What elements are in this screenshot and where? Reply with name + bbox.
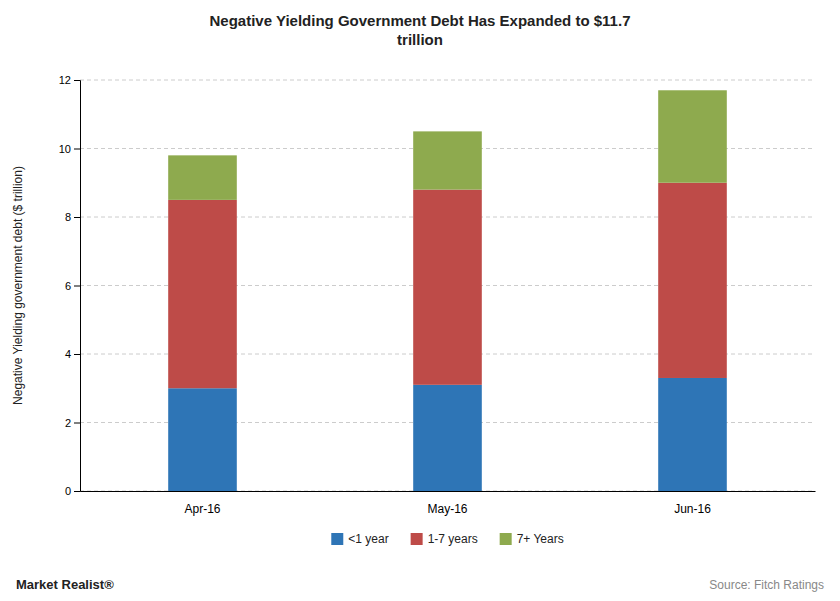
annotation: Market Realist® (16, 577, 114, 592)
chart: Negative Yielding Government Debt Has Ex… (0, 0, 840, 601)
legend-label: <1 year (348, 532, 388, 546)
y-tick-label: 12 (59, 74, 71, 86)
legend-item: 7+ Years (500, 532, 564, 546)
y-tick-label: 10 (59, 143, 71, 155)
x-tick-label: May-16 (427, 502, 467, 516)
y-axis: 0 2 4 6 8 10 12 (59, 74, 81, 497)
y-tick-label: 6 (65, 280, 71, 292)
title-line: trillion (397, 31, 443, 48)
x-tick: May-16 (427, 502, 467, 516)
legend-swatch (500, 533, 512, 545)
title-line: Negative Yielding Government Debt Has Ex… (210, 12, 631, 29)
y-tick: 2 (65, 417, 80, 429)
legend-item: <1 year (331, 532, 388, 546)
y-tick-mark (74, 217, 80, 218)
y-tick: 8 (65, 211, 80, 223)
y-tick-label: 8 (65, 211, 71, 223)
bar (168, 155, 237, 200)
grid (80, 80, 815, 491)
series (168, 183, 727, 389)
y-tick-mark (74, 491, 80, 492)
y-tick-mark (74, 286, 80, 287)
bar (168, 388, 237, 491)
y-tick: 10 (59, 143, 80, 155)
legend-label: 7+ Years (517, 532, 564, 546)
series (168, 90, 727, 200)
x-tick-label: Apr-16 (184, 502, 220, 516)
x-axis-line (81, 491, 816, 492)
bars (168, 90, 727, 491)
y-tick-mark (74, 423, 80, 424)
legend-swatch (331, 533, 343, 545)
y-tick: 6 (65, 280, 80, 292)
bar (658, 90, 727, 182)
x-tick: Jun-16 (674, 502, 711, 516)
x-tick: Apr-16 (184, 502, 220, 516)
bar (413, 131, 482, 189)
y-tick-mark (74, 149, 80, 150)
bar (413, 385, 482, 491)
y-tick: 4 (65, 348, 80, 360)
series (168, 378, 727, 491)
y-tick-mark (74, 354, 80, 355)
y-tick-label: 4 (65, 348, 71, 360)
plot: Apr-16 May-16 Jun-16 0 2 4 6 8 10 12 (59, 74, 816, 516)
legend-swatch (411, 533, 423, 545)
bar (168, 200, 237, 388)
bar (413, 190, 482, 385)
y-tick: 0 (65, 485, 80, 497)
x-tick-label: Jun-16 (674, 502, 711, 516)
grid-line (80, 80, 815, 81)
legend-label: 1-7 years (428, 532, 478, 546)
y-axis-label: Negative Yielding government debt ($ tri… (11, 166, 25, 405)
annotation: Source: Fitch Ratings (709, 578, 824, 592)
bar (658, 183, 727, 378)
legend-item: 1-7 years (411, 532, 478, 546)
y-tick-label: 0 (65, 485, 71, 497)
y-axis-line (74, 81, 81, 492)
bar (658, 378, 727, 491)
title: Negative Yielding Government Debt Has Ex… (210, 12, 631, 48)
y-tick-label: 2 (65, 417, 71, 429)
y-tick-mark (74, 80, 80, 81)
legend: <1 year 1-7 years 7+ Years (331, 532, 563, 546)
x-axis: Apr-16 May-16 Jun-16 (81, 492, 816, 517)
y-tick: 12 (59, 74, 80, 86)
